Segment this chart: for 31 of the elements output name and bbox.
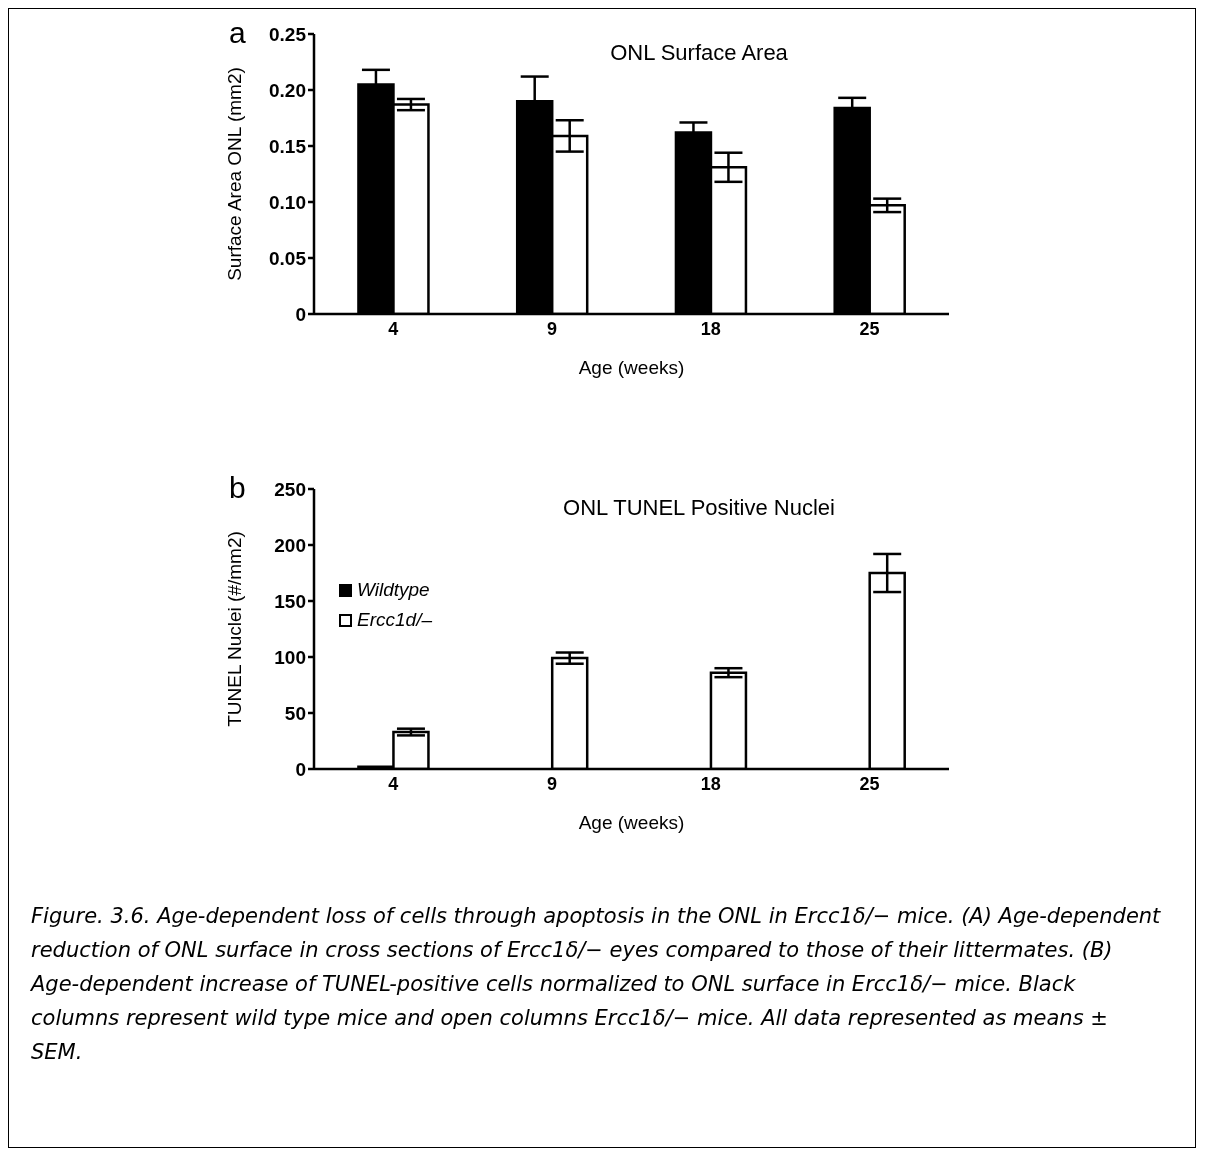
x-tick-label: 25 [859,773,880,794]
x-tick-label: 9 [547,773,558,794]
x-tick-label: 4 [388,318,399,339]
x-tick-label: 4 [388,773,399,794]
x-tick-label: 9 [547,318,558,339]
legend-label: Wildtype [357,579,430,601]
chart-title: ONL Surface Area [609,40,789,66]
y-tick-label: 100 [274,646,306,668]
chart-title: ONL TUNEL Positive Nuclei [562,495,836,521]
x-axis-title: Age (weeks) [578,357,685,378]
y-tick-label: 0.10 [269,191,306,213]
y-axis-title: Surface Area ONL (mm2) [223,67,245,281]
text: b [229,471,246,505]
y-tick-label: 200 [274,534,306,556]
y-tick-label: 0 [295,303,306,325]
text: Figure. 3.6. Age-dependent loss of cells through apoptosis in the ONL in Ercc1δ/− mice. (A) Age-dependent reduction of ONL surface in cross sections of Ercc1δ/− eyes compared to those of their littermates. (B) Age-dependent increase of TUNEL-positive cells normalized to ONL surface in Ercc1δ/− mice. Black columns represent wild type mice and open columns Ercc1δ/− mice. All data represented as means ± SEM. [31,903,1161,1066]
y-tick-label: 250 [274,478,306,500]
x-tick-label: 25 [859,318,880,339]
legend-label: Ercc1d/– [357,609,432,631]
y-tick-label: 0 [295,758,306,780]
y-tick-label: 0.25 [269,23,307,45]
x-tick-label: 18 [700,773,721,794]
y-tick-label: 0.20 [269,79,306,101]
x-axis-title: Age (weeks) [578,812,685,833]
y-tick-label: 50 [284,702,306,724]
y-axis-title: TUNEL Nuclei (#/mm2) [223,531,245,727]
y-tick-label: 150 [274,590,306,612]
x-tick-label: 18 [700,318,721,339]
y-tick-label: 0.05 [269,247,307,269]
text: a [229,16,246,50]
y-tick-label: 0.15 [269,135,307,157]
